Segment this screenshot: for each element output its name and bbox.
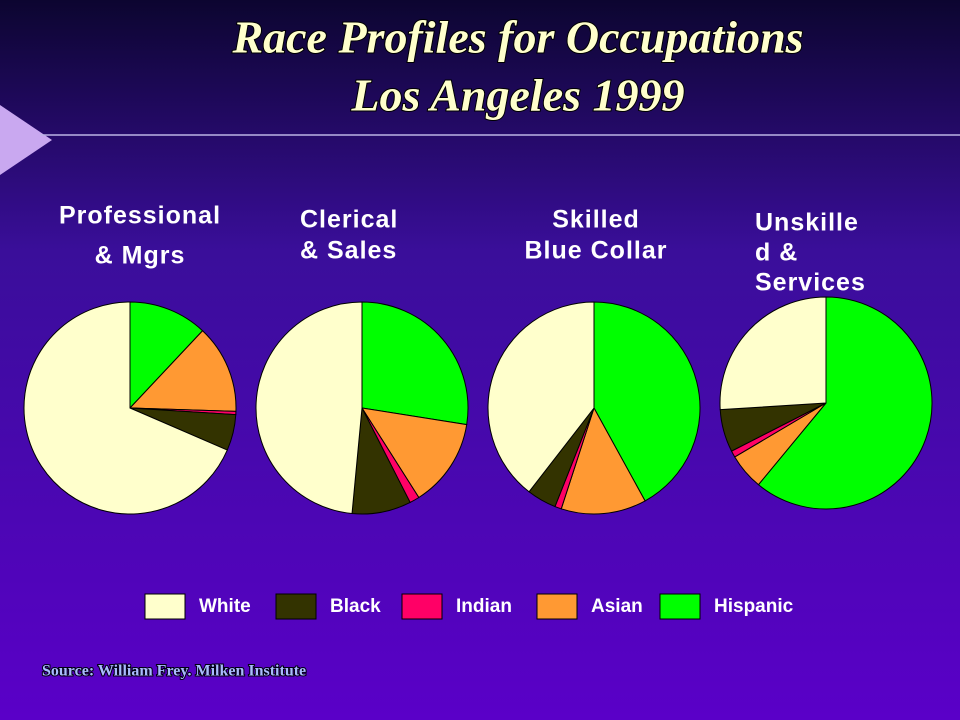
title: Los Angeles 1999 [350,70,684,121]
pie-title: Services [755,269,866,297]
pie-title: Clerical [300,206,398,234]
pie-title: Professional [59,202,221,230]
title: Race Profiles for Occupations [231,12,803,63]
pie-slice [487,301,595,493]
legend-label: Hispanic [714,596,794,617]
pie-slice [361,301,469,426]
legend-swatch [659,593,701,620]
legend-swatch [275,593,317,620]
legend-label: Indian [456,596,512,617]
pie-title: & Mgrs [95,242,186,270]
pie-slice [255,301,363,515]
pie-slice [757,296,933,510]
legend-label: Black [330,596,381,617]
legend-label: White [199,596,251,617]
pie-slice [719,296,827,411]
pie-slice [129,301,204,410]
legend-swatch [401,593,443,620]
pie-title: Blue Collar [525,237,668,265]
pie-title: d & [755,239,798,267]
pie-title: Skilled [552,206,640,234]
pie-slice [128,330,237,412]
bullet-triangle [0,105,52,175]
pie-slice [360,407,468,499]
legend-label: Asian [591,596,643,617]
pie-title: & Sales [300,237,397,265]
pie-slice [23,301,228,515]
source: Source: William Frey. Milken Institute [42,663,306,680]
pie-title: Unskille [755,209,859,237]
legend-swatch [144,593,186,620]
pie-slice [593,301,701,502]
pie-slice [560,406,646,515]
legend-swatch [536,593,578,620]
